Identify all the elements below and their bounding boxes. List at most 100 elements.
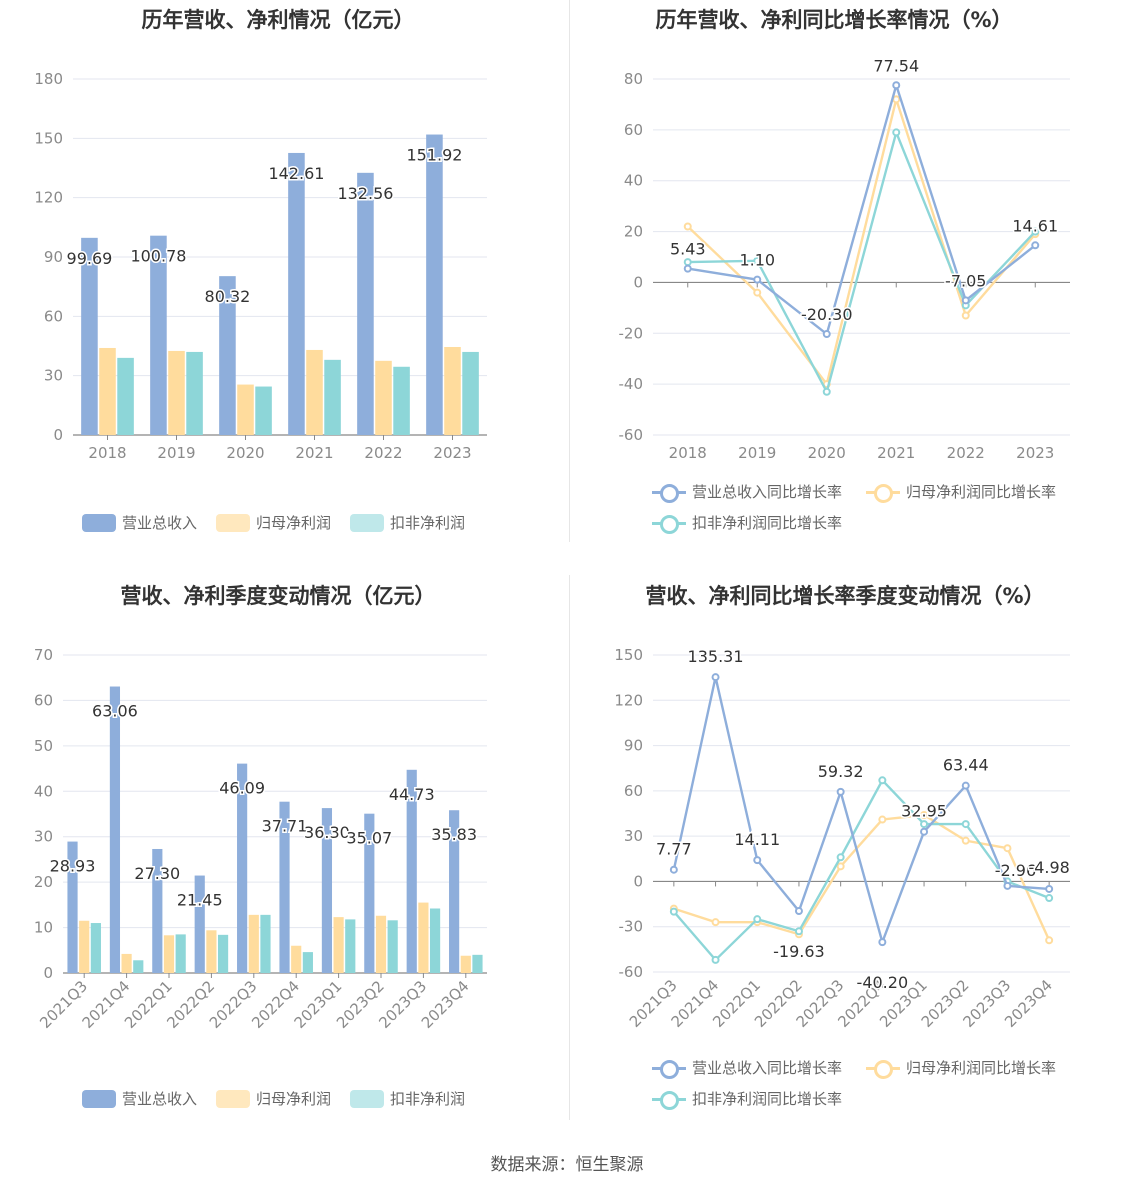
y-tick-label: 20	[34, 873, 53, 891]
bar-netprofit	[333, 917, 344, 973]
bar-revenue	[357, 172, 374, 435]
legend-label-netprofit-growth: 归母净利润同比增长率	[906, 1059, 1057, 1077]
point-netprofit	[961, 311, 970, 320]
legend-marker-deducted-growth	[652, 514, 686, 534]
x-tick-label: 2021	[295, 444, 333, 462]
data-label-revenue: 46.09	[219, 779, 265, 798]
y-tick-label: 60	[624, 121, 643, 139]
point-netprofit	[1045, 936, 1054, 945]
legend-label-netprofit-growth: 归母净利润同比增长率	[906, 483, 1057, 501]
point-revenue	[961, 781, 970, 790]
bar-revenue	[321, 808, 333, 973]
legend-swatch-netprofit	[216, 513, 250, 532]
point-netprofit	[920, 811, 929, 820]
bar-deducted	[186, 351, 203, 435]
point-netprofit	[878, 815, 887, 824]
y-tick-label: 150	[614, 646, 643, 664]
y-tick-label: 30	[44, 367, 63, 385]
x-tick-label: 2019	[738, 444, 776, 462]
bar-deducted	[133, 960, 144, 973]
data-label-revenue: 27.30	[134, 864, 180, 883]
y-tick-label: 90	[624, 737, 643, 755]
point-revenue	[961, 296, 970, 305]
point-revenue	[836, 787, 845, 796]
legend-item-deducted[interactable]: 扣非净利润	[350, 512, 465, 533]
annual-revenue-profit-chart: 历年营收、净利情况（亿元） 0 30 60 90 120 150 180 2018 2019 20…	[0, 0, 570, 545]
bar-netprofit	[306, 349, 323, 435]
series-line-revenue	[672, 676, 1050, 946]
legend-item-deducted-growth[interactable]: 扣非净利润同比增长率	[652, 1088, 842, 1110]
point-deducted	[878, 776, 887, 785]
y-tick-label: 60	[34, 691, 53, 709]
data-label-revenue-growth: 5.43	[670, 240, 706, 259]
data-label-revenue-growth: -20.30	[801, 305, 853, 324]
bar-revenue	[81, 237, 98, 435]
x-tick-label: 2020	[808, 444, 846, 462]
data-label-revenue: 28.93	[50, 857, 96, 876]
bar-netprofit	[248, 914, 259, 973]
y-tick-label: -60	[619, 963, 644, 981]
point-deducted	[711, 955, 720, 964]
annual-growth-plot: -60 -40 -20 0 20 40 60 80 2018 2019 2020 2021 2022 20…	[619, 55, 1070, 462]
legend-item-revenue[interactable]: 营业总收入	[82, 512, 197, 533]
quarterly-revenue-profit-chart: 营收、净利季度变动情况（亿元） 0 10 20 30 40 50 60 70 2021Q3 202…	[0, 570, 570, 1130]
bar-revenue	[150, 235, 167, 435]
data-label-revenue-growth: -19.63	[773, 942, 825, 961]
legend-item-deducted-growth[interactable]: 扣非净利润同比增长率	[652, 512, 842, 534]
series-line-netprofit	[673, 813, 1051, 941]
legend-label-netprofit: 归母净利润	[256, 1090, 332, 1108]
point-revenue	[711, 673, 720, 682]
legend-item-netprofit[interactable]: 归母净利润	[216, 512, 331, 533]
y-tick-label: 70	[34, 646, 53, 664]
y-tick-label: 40	[34, 782, 53, 800]
point-deducted	[836, 853, 845, 862]
legend-item-netprofit[interactable]: 归母净利润	[216, 1088, 331, 1109]
bar-netprofit	[375, 915, 387, 973]
legend-item-revenue-growth[interactable]: 营业总收入同比增长率	[652, 1057, 842, 1079]
point-revenue	[878, 938, 887, 947]
y-tick-label: -60	[619, 426, 644, 444]
y-tick-label: 150	[34, 129, 63, 147]
chart-title: 历年营收、净利情况（亿元）	[141, 8, 415, 32]
bar-netprofit	[444, 346, 461, 435]
legend-item-deducted[interactable]: 扣非净利润	[350, 1088, 465, 1109]
bar-netprofit	[206, 930, 217, 973]
series-line-netprofit	[686, 94, 1037, 387]
x-tick-label: 2018	[88, 444, 126, 462]
data-label-revenue: 151.92	[406, 146, 462, 165]
series-line-deducted	[687, 128, 1037, 396]
data-label-revenue: 142.61	[268, 164, 324, 183]
legend-item-netprofit-growth[interactable]: 归母净利润同比增长率	[866, 1057, 1057, 1079]
bar-revenue	[279, 801, 290, 973]
point-revenue	[669, 865, 678, 874]
bar-netprofit	[237, 384, 254, 435]
y-tick-label: 80	[624, 70, 643, 88]
data-label-revenue: 100.78	[130, 247, 186, 266]
series-line-revenue	[687, 81, 1036, 337]
legend-item-netprofit-growth[interactable]: 归母净利润同比增长率	[866, 481, 1057, 503]
bar-netprofit	[460, 955, 471, 973]
chart-title: 营收、净利季度变动情况（亿元）	[120, 584, 436, 608]
bar-deducted	[260, 914, 271, 973]
point-revenue	[753, 275, 762, 284]
legend-item-revenue[interactable]: 营业总收入	[82, 1088, 197, 1109]
bar-revenue	[152, 848, 163, 973]
legend-item-revenue-growth[interactable]: 营业总收入同比增长率	[652, 481, 843, 503]
quarterly-growth-chart: 营收、净利同比增长率季度变动情况（%） -60 -30 0 30 60 90 120 150 2…	[570, 570, 1134, 1130]
point-netprofit	[753, 288, 762, 297]
point-revenue	[1031, 241, 1040, 250]
point-netprofit	[1003, 844, 1012, 853]
x-tick-label: 2022	[364, 444, 402, 462]
bar-deducted	[393, 366, 410, 435]
y-tick-label: 90	[44, 248, 63, 266]
legend-label-revenue: 营业总收入	[122, 514, 198, 532]
point-revenue	[794, 907, 803, 916]
bar-netprofit	[121, 953, 132, 973]
point-deducted	[669, 907, 678, 916]
y-tick-label: 120	[614, 691, 643, 709]
legend-marker-netprofit-growth	[866, 1059, 900, 1079]
data-label-revenue-growth: 14.61	[1012, 216, 1058, 235]
legend-label-revenue-growth: 营业总收入同比增长率	[692, 483, 843, 501]
point-netprofit	[683, 222, 692, 231]
data-label-revenue-growth: -40.20	[857, 973, 909, 992]
